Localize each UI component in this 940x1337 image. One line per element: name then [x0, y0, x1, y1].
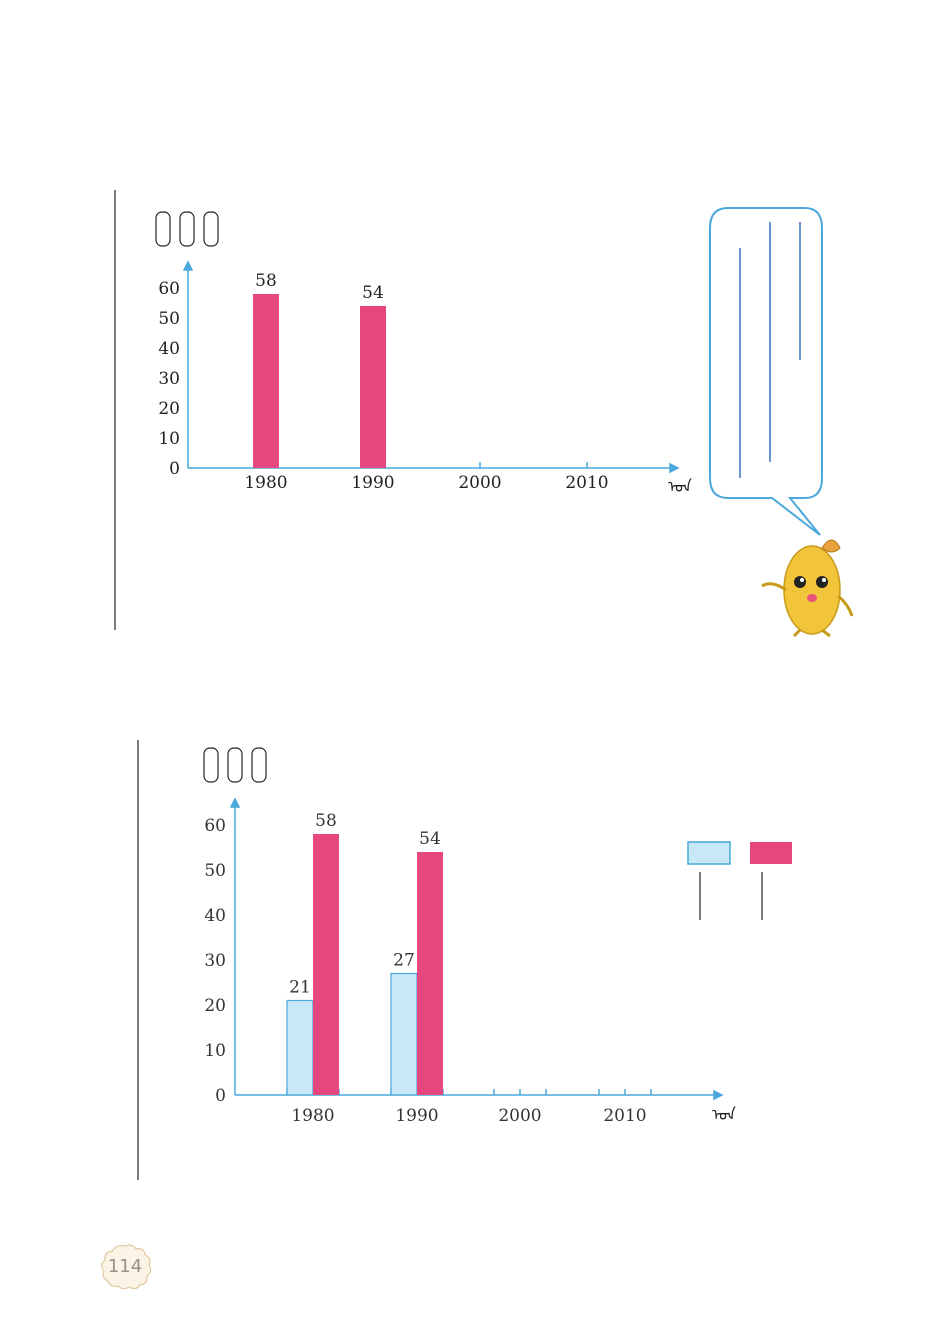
- speech-bubble: [709, 207, 823, 536]
- y-tick-label: 30: [158, 369, 180, 389]
- page-number-badge: 114: [98, 1243, 152, 1289]
- legend-swatch-pink: [750, 842, 792, 864]
- bar: [286, 999, 314, 1096]
- y-tick-label: 0: [215, 1086, 226, 1106]
- y-tick-label: 60: [158, 279, 180, 299]
- y-tick-label: 20: [204, 996, 226, 1016]
- flower-badge-icon: [101, 1244, 152, 1289]
- x-tick-label: 1980: [291, 1106, 334, 1126]
- y-tick-label: 40: [204, 906, 226, 926]
- y-tick-label: 0: [169, 459, 180, 479]
- chart-2-legend: [687, 841, 792, 920]
- chart-2-x-unit: ᠣᠨ: [712, 1105, 736, 1124]
- y-tick-label: 50: [204, 861, 226, 881]
- y-tick-label: 40: [158, 339, 180, 359]
- x-tick-label: 2010: [603, 1106, 646, 1126]
- y-tick-label: 10: [204, 1041, 226, 1061]
- x-tick-label: 2010: [565, 473, 608, 493]
- x-tick-label: 1990: [395, 1106, 438, 1126]
- bar: [390, 972, 418, 1096]
- potato-mascot-icon: [761, 539, 854, 638]
- x-tick-label: 2000: [498, 1106, 541, 1126]
- bar: [360, 306, 386, 468]
- bar: [313, 834, 339, 1095]
- x-tick-label: 1990: [351, 473, 394, 493]
- data-label: 58: [315, 811, 337, 831]
- y-tick-label: 50: [158, 309, 180, 329]
- bar: [417, 852, 443, 1095]
- data-label: 21: [289, 978, 311, 998]
- chart-1-unit-label: [155, 211, 219, 247]
- y-tick-label: 60: [204, 816, 226, 836]
- y-tick-label: 20: [158, 399, 180, 419]
- chart-1-x-unit: ᠣᠨ: [668, 477, 692, 496]
- bar: [253, 294, 279, 468]
- page-number: 114: [107, 1255, 143, 1277]
- data-label: 54: [362, 283, 384, 303]
- data-label: 58: [255, 271, 277, 291]
- chart-2-unit-label: [203, 747, 267, 783]
- x-tick-label: 2000: [458, 473, 501, 493]
- data-label: 54: [419, 829, 441, 849]
- y-tick-label: 10: [158, 429, 180, 449]
- y-tick-label: 30: [204, 951, 226, 971]
- legend-swatch-blue: [687, 841, 731, 865]
- data-label: 27: [393, 951, 415, 971]
- x-tick-label: 1980: [244, 473, 287, 493]
